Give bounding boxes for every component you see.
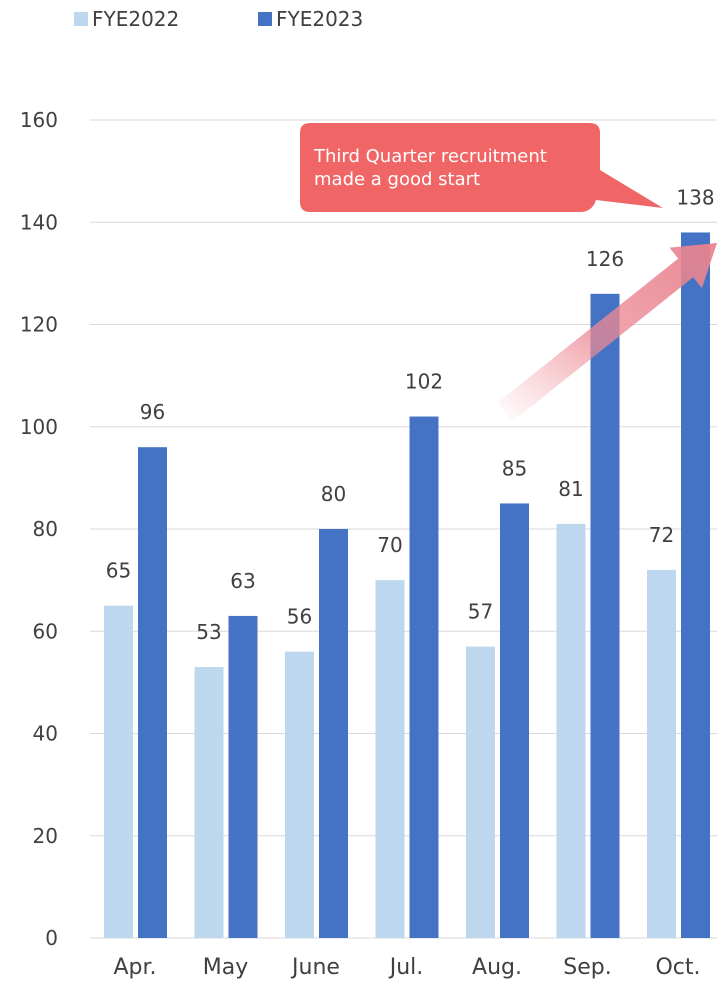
y-tick-label: 160 xyxy=(20,108,58,132)
callout-text-line2: made a good start xyxy=(314,169,480,190)
bar-fye2023-5 xyxy=(591,294,620,938)
data-label: 81 xyxy=(558,477,583,501)
legend: FYE2022 FYE2023 xyxy=(74,7,363,31)
data-label: 63 xyxy=(230,569,255,593)
callout-bubble xyxy=(300,123,663,212)
callout-text-line1: Third Quarter recruitment xyxy=(313,146,547,167)
bar-fye2023-6 xyxy=(681,232,710,938)
x-tick-label: Aug. xyxy=(472,955,522,980)
data-label: 53 xyxy=(196,620,221,644)
legend-label-fye2022: FYE2022 xyxy=(92,7,179,31)
bar-fye2023-0 xyxy=(138,447,167,938)
bar-fye2023-4 xyxy=(500,503,529,938)
x-tick-label: Sep. xyxy=(563,955,611,980)
bar-fye2022-1 xyxy=(195,667,224,938)
data-label: 80 xyxy=(321,482,346,506)
bar-fye2022-6 xyxy=(647,570,676,938)
x-tick-label: Jul. xyxy=(388,955,424,980)
data-label: 70 xyxy=(377,533,402,557)
y-axis-ticks: 0 20 40 60 80 100 120 140 160 xyxy=(20,108,58,950)
bar-fye2023-3 xyxy=(410,417,439,938)
x-tick-label: June xyxy=(290,955,340,980)
y-tick-label: 120 xyxy=(20,313,58,337)
legend-swatch-fye2023 xyxy=(258,12,272,26)
y-tick-label: 140 xyxy=(20,210,58,234)
y-tick-label: 100 xyxy=(20,415,58,439)
data-label: 138 xyxy=(676,185,714,209)
data-label: 56 xyxy=(287,605,312,629)
bar-fye2023-1 xyxy=(229,616,258,938)
bars xyxy=(104,232,710,938)
x-tick-label: Apr. xyxy=(113,955,156,980)
x-tick-label: May xyxy=(203,955,248,980)
data-label: 65 xyxy=(106,559,131,583)
y-tick-label: 40 xyxy=(33,722,58,746)
bar-fye2022-2 xyxy=(285,652,314,938)
data-label: 72 xyxy=(649,523,674,547)
callout: Third Quarter recruitment made a good st… xyxy=(300,123,663,212)
y-tick-label: 80 xyxy=(33,517,58,541)
bar-fye2022-4 xyxy=(466,647,495,938)
y-tick-label: 20 xyxy=(33,824,58,848)
y-tick-label: 0 xyxy=(45,926,58,950)
legend-swatch-fye2022 xyxy=(74,12,88,26)
bar-fye2022-5 xyxy=(557,524,586,938)
data-label: 57 xyxy=(468,600,493,624)
x-tick-label: Oct. xyxy=(655,955,700,980)
data-label: 126 xyxy=(586,247,624,271)
data-label: 102 xyxy=(405,370,443,394)
data-label: 85 xyxy=(502,456,527,480)
x-axis-ticks: Apr. May June Jul. Aug. Sep. Oct. xyxy=(113,955,700,980)
legend-label-fye2023: FYE2023 xyxy=(276,7,363,31)
bar-fye2022-3 xyxy=(376,580,405,938)
bar-fye2023-2 xyxy=(319,529,348,938)
data-label: 96 xyxy=(140,400,165,424)
bar-fye2022-0 xyxy=(104,606,133,938)
y-tick-label: 60 xyxy=(33,619,58,643)
